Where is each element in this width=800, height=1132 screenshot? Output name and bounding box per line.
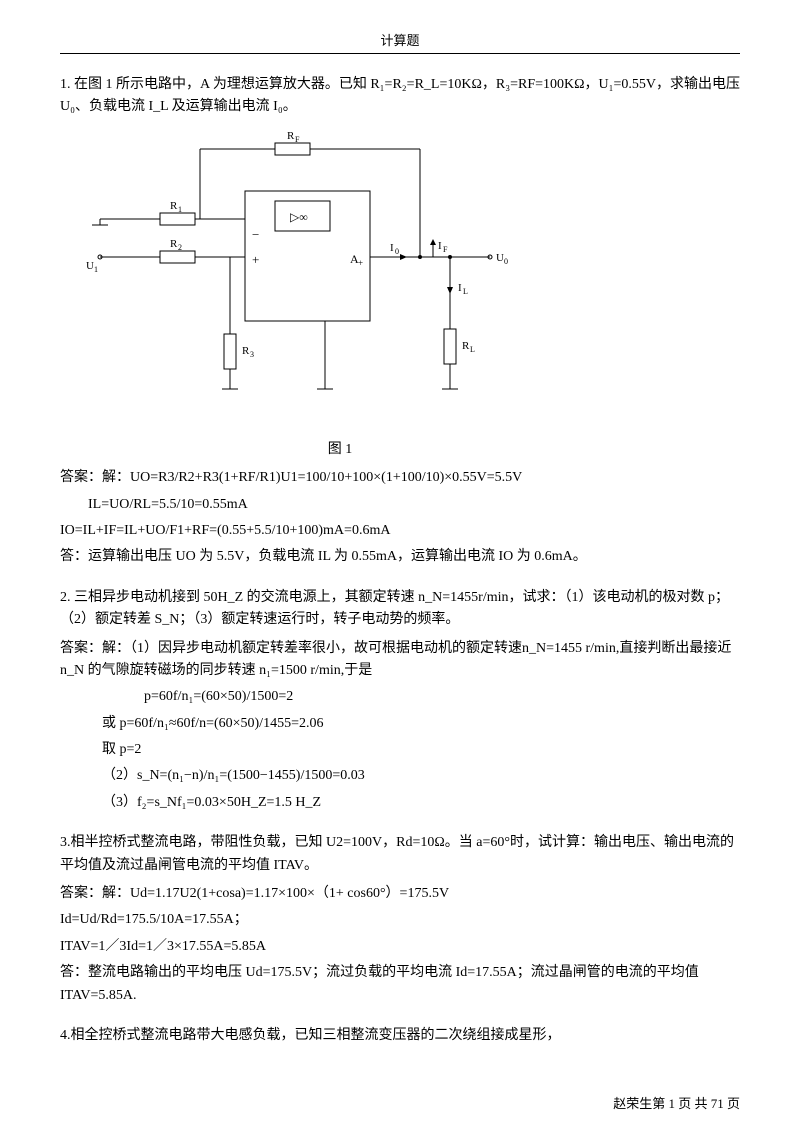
question-2: 2. 三相异步电动机接到 50H_Z 的交流电源上，其额定转速 n_N=1455…: [60, 587, 740, 815]
r2-label: R: [170, 238, 178, 250]
u1-label: U: [86, 260, 94, 272]
page-footer: 赵荣生第 1 页 共 71 页: [613, 1093, 740, 1112]
q1-text: 1. 在图 1 所示电路中，A 为理想运算放大器。已知 R₁=R₂=R_L=10…: [60, 74, 740, 119]
r1-sub: 1: [178, 205, 182, 214]
rl-label: R: [462, 340, 470, 352]
q3-ans-2: Id=Ud/Rd=175.5/10A=17.55A；: [60, 909, 740, 931]
a-plus: +: [358, 258, 363, 268]
q2-ans-4: 取 p=2: [60, 739, 740, 761]
q1-ans-2: IL=UO/RL=5.5/10=0.55mA: [60, 494, 740, 516]
u0-sub: 0: [504, 257, 508, 266]
q2-ans-1: 答案：解：（1）因异步电动机额定转差率很小，故可根据电动机的额定转速n_N=14…: [60, 638, 740, 683]
opamp-symbol: ▷∞: [290, 210, 308, 224]
q1-ans-4: 答：运算输出电压 UO 为 5.5V，负载电流 IL 为 0.55mA，运算输出…: [60, 546, 740, 568]
q4-text: 4.相全控桥式整流电路带大电感负载，已知三相整流变压器的二次绕组接成星形，: [60, 1025, 740, 1047]
question-1: 1. 在图 1 所示电路中，A 为理想运算放大器。已知 R₁=R₂=R_L=10…: [60, 74, 740, 569]
figure-1-label: 图 1: [0, 439, 740, 461]
il-sub: L: [463, 287, 468, 296]
u1-sub: 1: [94, 265, 98, 274]
q2-ans-5: （2）s_N=(n₁−n)/n₁=(1500−1455)/1500=0.03: [60, 765, 740, 787]
if-sub: F: [443, 245, 448, 254]
plus-label: +: [252, 252, 259, 267]
rl-sub: L: [470, 345, 475, 354]
q1-ans-3: IO=IL+IF=IL+UO/F1+RF=(0.55+5.5/10+100)mA…: [60, 520, 740, 542]
il-label: I: [458, 282, 462, 294]
io-label: I: [390, 242, 394, 254]
u0-label: U: [496, 252, 504, 264]
r3-sub: 3: [250, 350, 254, 359]
q3-ans-1: 答案：解：Ud=1.17U2(1+cosa)=1.17×100×（1+ cos6…: [60, 883, 740, 905]
minus-label: −: [252, 227, 259, 242]
if-label: I: [438, 240, 442, 252]
question-4: 4.相全控桥式整流电路带大电感负载，已知三相整流变压器的二次绕组接成星形，: [60, 1025, 740, 1047]
header-title: 计算题: [60, 30, 740, 49]
io-sub: 0: [395, 247, 399, 256]
r2-sub: 2: [178, 243, 182, 252]
question-3: 3.相半控桥式整流电路，带阻性负载，已知 U2=100V，Rd=10Ω。当 a=…: [60, 832, 740, 1007]
q2-ans-2: p=60f/n₁=(60×50)/1500=2: [60, 686, 740, 708]
q3-ans-3: ITAV=1／3Id=1／3×17.55A=5.85A: [60, 936, 740, 958]
header-divider: [60, 53, 740, 54]
rf-label: R: [287, 130, 295, 142]
q3-ans-4: 答：整流电路输出的平均电压 Ud=175.5V；流过负载的平均电流 Id=17.…: [60, 962, 740, 1007]
q2-text: 2. 三相异步电动机接到 50H_Z 的交流电源上，其额定转速 n_N=1455…: [60, 587, 740, 632]
circuit-svg: R F R 1 R 2 U 1: [80, 129, 520, 429]
q2-ans-6: （3）f₂=s_Nf₁=0.03×50H_Z=1.5 H_Z: [60, 792, 740, 814]
circuit-diagram: R F R 1 R 2 U 1: [80, 129, 520, 429]
q3-text: 3.相半控桥式整流电路，带阻性负载，已知 U2=100V，Rd=10Ω。当 a=…: [60, 832, 740, 877]
rf-sub: F: [295, 135, 300, 144]
r1-label: R: [170, 200, 178, 212]
q2-ans-3: 或 p=60f/n₁≈60f/n=(60×50)/1455=2.06: [60, 713, 740, 735]
q1-ans-1: 答案：解：UO=R3/R2+R3(1+RF/R1)U1=100/10+100×(…: [60, 467, 740, 489]
r3-label: R: [242, 345, 250, 357]
